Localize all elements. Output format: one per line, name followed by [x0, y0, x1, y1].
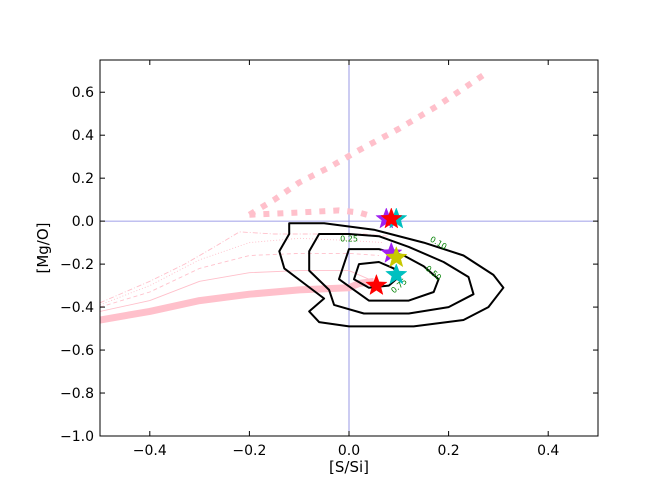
star-marker-3 — [380, 207, 403, 229]
contour-label-2: 0.25 — [340, 234, 358, 243]
y-axis-label: [Mg/O] — [34, 222, 52, 273]
x-tick-label: 0.0 — [338, 443, 360, 459]
model-track-2 — [249, 207, 375, 220]
plot-area: 0.100.250.500.75 — [100, 72, 505, 328]
y-tick-label: −0.8 — [60, 386, 94, 402]
model-track-6 — [100, 237, 384, 306]
y-tick-label: −0.4 — [60, 300, 94, 316]
x-tick-label: 0.2 — [437, 443, 459, 459]
y-tick-label: −0.6 — [60, 343, 94, 359]
y-tick-label: 0.4 — [72, 128, 94, 144]
star-marker-5 — [385, 245, 408, 268]
contour-2 — [308, 233, 475, 315]
model-track-5 — [100, 252, 379, 308]
x-tick-label: 0.4 — [537, 443, 559, 459]
x-tick-label: −0.4 — [133, 443, 167, 459]
y-tick-label: 0.2 — [72, 171, 94, 187]
model-track-1 — [100, 277, 375, 324]
x-tick-label: −0.2 — [232, 443, 266, 459]
plot-axes — [100, 60, 598, 436]
model-track-3 — [247, 72, 486, 218]
contour-1 — [278, 222, 505, 328]
x-axis-label: [S/Si] — [329, 458, 369, 476]
star-marker-6 — [385, 263, 408, 285]
y-tick-label: −1.0 — [60, 429, 94, 445]
star-marker-7 — [365, 273, 388, 296]
y-tick-label: −0.2 — [60, 257, 94, 273]
y-tick-label: 0.0 — [72, 214, 94, 230]
contour-label-3: 0.50 — [424, 264, 443, 282]
tick-group: −0.4 −0.2 0.0 0.2 0.4 −1.0 −0.8 −0.6 −0.4 −0.2 0.0… — [60, 60, 598, 459]
y-tick-label: 0.6 — [72, 85, 94, 101]
model-track-4 — [100, 270, 370, 312]
